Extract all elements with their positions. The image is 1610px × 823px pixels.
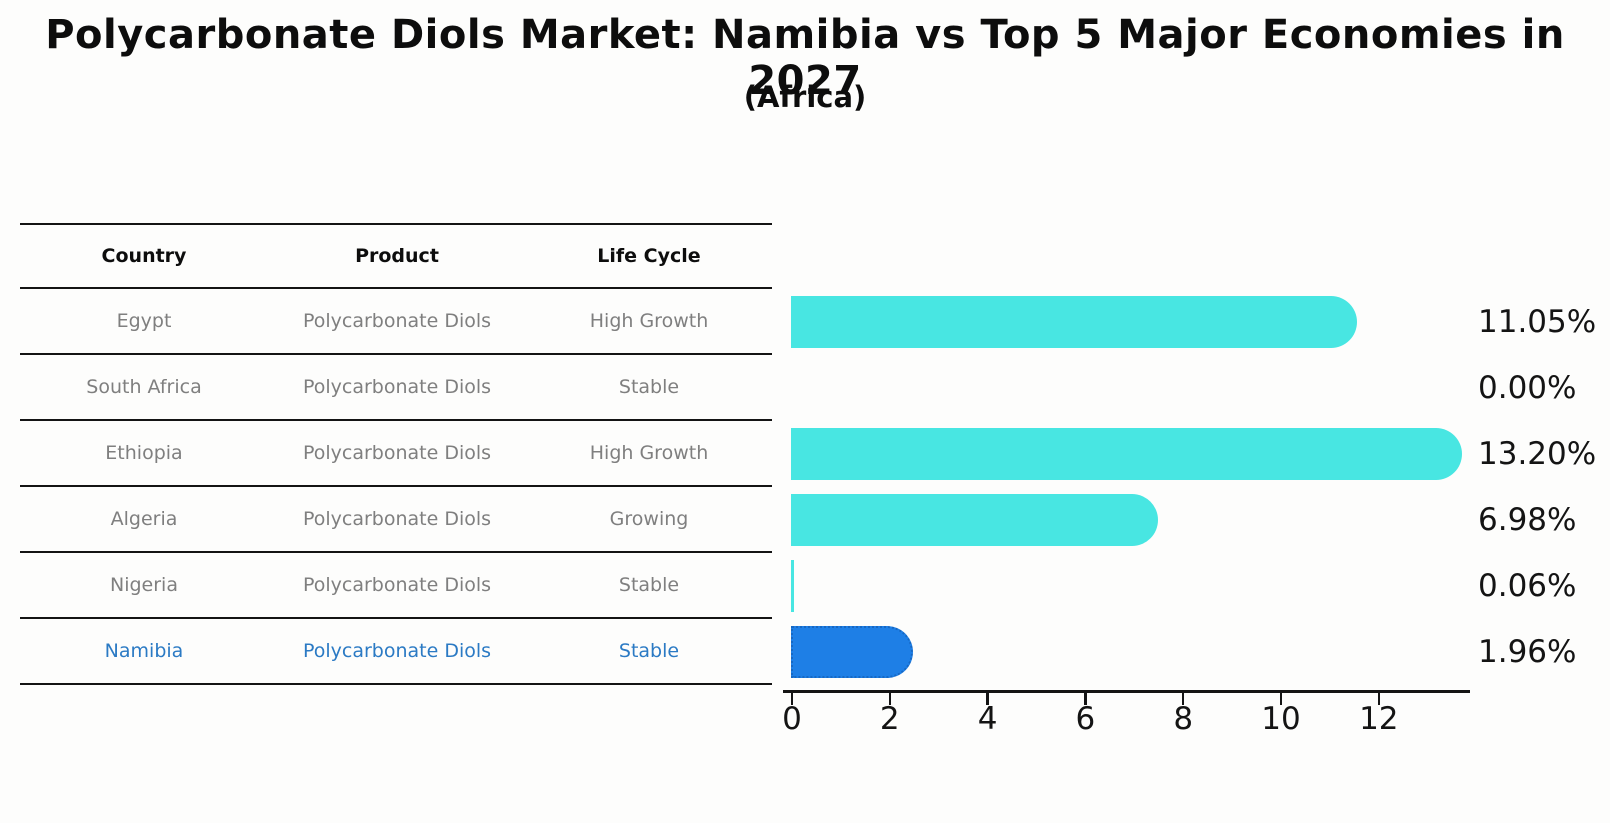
table-row: Ethiopia Polycarbonate Diols High Growth xyxy=(20,421,772,487)
life-cycle-cell: Growing xyxy=(609,508,689,530)
table-row: South Africa Polycarbonate Diols Stable xyxy=(20,355,772,421)
table-header-life-cycle: Life Cycle xyxy=(597,245,701,267)
country-cell: Egypt xyxy=(116,310,172,332)
product-cell: Polycarbonate Diols xyxy=(302,574,492,596)
x-axis-tick-label: 12 xyxy=(1359,701,1399,737)
product-cell: Polycarbonate Diols xyxy=(302,442,492,464)
x-axis-line xyxy=(783,690,1470,693)
value-label: 0.00% xyxy=(1478,370,1577,406)
product-cell: Polycarbonate Diols xyxy=(302,310,492,332)
x-axis-tick xyxy=(1377,693,1381,705)
x-axis-tick-label: 0 xyxy=(782,701,802,737)
product-cell: Polycarbonate Diols xyxy=(302,508,492,530)
value-label: 11.05% xyxy=(1478,304,1597,340)
table-row: Egypt Polycarbonate Diols High Growth xyxy=(20,289,772,355)
table-header-country: Country xyxy=(101,245,187,267)
life-cycle-cell: High Growth xyxy=(589,442,709,464)
bar-ethiopia xyxy=(791,428,1463,480)
x-axis-tick-label: 10 xyxy=(1261,701,1301,737)
table-header-row: Country Product Life Cycle xyxy=(20,223,772,289)
x-axis-tick xyxy=(1279,693,1283,705)
value-label: 13.20% xyxy=(1478,436,1597,472)
value-label: 6.98% xyxy=(1478,502,1577,538)
bar-namibia xyxy=(791,626,913,678)
x-axis-tick xyxy=(986,693,989,705)
x-axis-tick-label: 4 xyxy=(977,701,998,737)
bar-nigeria xyxy=(791,560,794,612)
life-cycle-cell: High Growth xyxy=(589,310,709,332)
x-axis-tick xyxy=(1084,693,1087,705)
x-axis-tick xyxy=(1181,693,1185,705)
life-cycle-cell: Stable xyxy=(618,640,680,662)
country-cell: Algeria xyxy=(110,508,178,530)
x-axis-tick xyxy=(790,693,794,705)
value-label: 0.06% xyxy=(1478,568,1577,604)
bar-algeria xyxy=(791,494,1159,546)
table-row: Nigeria Polycarbonate Diols Stable xyxy=(20,553,772,619)
bar-egypt xyxy=(791,296,1358,348)
x-axis-tick-label: 8 xyxy=(1173,701,1194,737)
chart-subtitle: (Africa) xyxy=(743,80,867,114)
x-axis-tick xyxy=(888,693,892,705)
table-body: Egypt Polycarbonate Diols High Growth South… xyxy=(20,289,772,685)
table-row: Algeria Polycarbonate Diols Growing xyxy=(20,487,772,553)
value-label: 1.96% xyxy=(1478,634,1577,670)
chart-title: Polycarbonate Diols Market: Namibia vs T… xyxy=(45,12,1565,104)
table-row: Namibia Polycarbonate Diols Stable xyxy=(20,619,772,685)
product-cell: Polycarbonate Diols xyxy=(302,376,492,398)
country-cell: Nigeria xyxy=(110,574,178,596)
product-cell: Polycarbonate Diols xyxy=(302,640,492,662)
country-info-table: Country Product Life Cycle Egypt Polycarb… xyxy=(20,223,772,685)
country-cell: Ethiopia xyxy=(105,442,183,464)
country-cell: South Africa xyxy=(86,376,202,398)
country-cell: Namibia xyxy=(104,640,184,662)
life-cycle-cell: Stable xyxy=(618,376,680,398)
table-header-product: Product xyxy=(355,245,439,267)
life-cycle-cell: Stable xyxy=(618,574,680,596)
x-axis-tick-label: 6 xyxy=(1075,701,1096,737)
x-axis-tick-label: 2 xyxy=(879,701,900,737)
